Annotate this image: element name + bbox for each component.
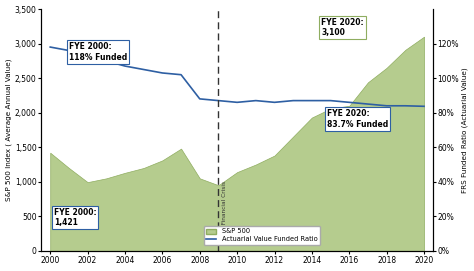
Y-axis label: FRS Funded Ratio (Actuarial Value): FRS Funded Ratio (Actuarial Value) (462, 67, 468, 193)
Text: FYE 2000:
118% Funded: FYE 2000: 118% Funded (69, 42, 127, 62)
Text: FYE 2020:
3,100: FYE 2020: 3,100 (321, 18, 364, 37)
Y-axis label: S&P 500 Index ( Average Annual Value): S&P 500 Index ( Average Annual Value) (6, 59, 12, 201)
Text: FYE 2000:
1,421: FYE 2000: 1,421 (54, 208, 97, 227)
Text: FYE 2020:
83.7% Funded: FYE 2020: 83.7% Funded (327, 109, 388, 129)
Text: End of Financial Crisis: End of Financial Crisis (222, 181, 227, 245)
Legend: S&P 500, Actuarial Value Funded Ratio: S&P 500, Actuarial Value Funded Ratio (204, 226, 320, 245)
